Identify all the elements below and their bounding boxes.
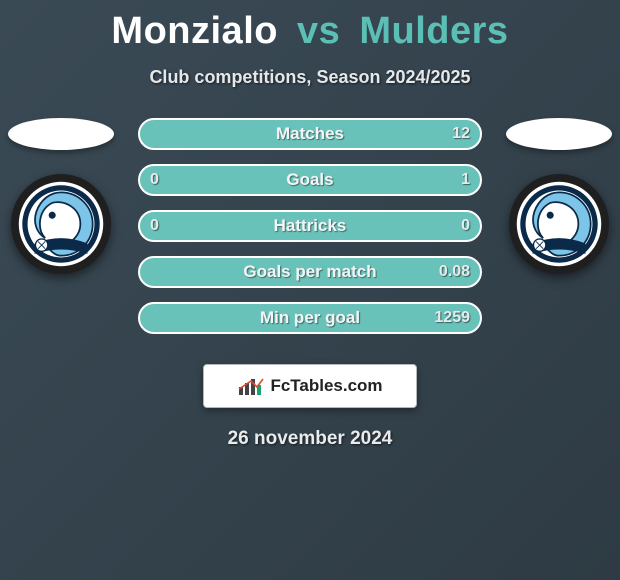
vs-label: vs bbox=[297, 10, 340, 52]
player2-name: Mulders bbox=[359, 10, 508, 52]
stat-row: Min per goal 1259 bbox=[138, 302, 482, 334]
stat-label: Matches bbox=[276, 124, 344, 144]
subtitle: Club competitions, Season 2024/2025 bbox=[0, 67, 620, 88]
page-title: Monzialo vs Mulders bbox=[0, 0, 620, 53]
stat-right-value: 0.08 bbox=[439, 263, 470, 281]
stat-row: Matches 12 bbox=[138, 118, 482, 150]
stat-right-value: 1 bbox=[461, 171, 470, 189]
player1-column bbox=[6, 118, 116, 274]
club-crest-icon bbox=[17, 180, 105, 268]
player1-club-badge bbox=[11, 174, 111, 274]
comparison-stage: Matches 12 0 Goals 1 0 Hattricks 0 Goals per mat… bbox=[0, 126, 620, 346]
stat-row: Goals per match 0.08 bbox=[138, 256, 482, 288]
stat-right-value: 1259 bbox=[434, 309, 470, 327]
player1-avatar-placeholder bbox=[8, 118, 114, 150]
bar-chart-icon bbox=[237, 375, 265, 397]
stat-row: 0 Hattricks 0 bbox=[138, 210, 482, 242]
player1-name: Monzialo bbox=[111, 10, 278, 52]
stat-label: Goals per match bbox=[243, 262, 376, 282]
player2-column bbox=[504, 118, 614, 274]
stat-label: Hattricks bbox=[274, 216, 347, 236]
club-crest-icon bbox=[515, 180, 603, 268]
date-label: 26 november 2024 bbox=[0, 428, 620, 450]
stat-label: Min per goal bbox=[260, 308, 360, 328]
stat-label: Goals bbox=[286, 170, 333, 190]
brand-badge[interactable]: FcTables.com bbox=[203, 364, 417, 408]
stat-left-value: 0 bbox=[150, 171, 159, 189]
stat-rows: Matches 12 0 Goals 1 0 Hattricks 0 Goals per mat… bbox=[138, 118, 482, 334]
player2-avatar-placeholder bbox=[506, 118, 612, 150]
brand-label: FcTables.com bbox=[270, 376, 382, 396]
stat-right-value: 0 bbox=[461, 217, 470, 235]
player2-club-badge bbox=[509, 174, 609, 274]
stat-row: 0 Goals 1 bbox=[138, 164, 482, 196]
stat-right-value: 12 bbox=[452, 125, 470, 143]
stat-left-value: 0 bbox=[150, 217, 159, 235]
